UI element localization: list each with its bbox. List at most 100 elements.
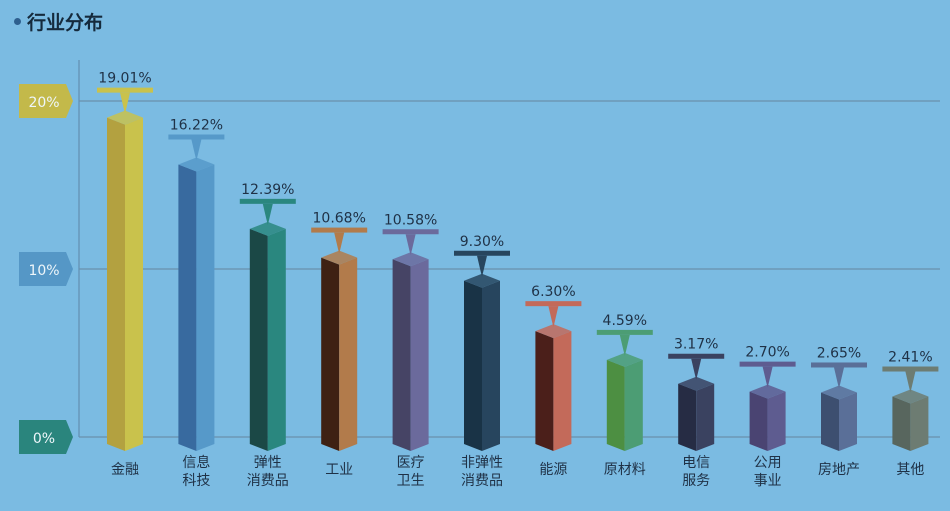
bar-top-face (821, 385, 857, 400)
data-label: 19.01% (98, 71, 151, 87)
data-label: 2.65% (817, 345, 861, 361)
y-tick-badge (19, 420, 73, 454)
bar: 10.68% (311, 211, 368, 451)
data-label: 4.59% (603, 313, 647, 329)
bar-left-face (535, 331, 554, 451)
data-label: 16.22% (170, 118, 223, 134)
label-plate (454, 250, 510, 256)
x-tick-label: 房地产 (818, 462, 860, 478)
bar: 12.39% (239, 182, 296, 451)
bar: 9.30% (454, 234, 510, 451)
bar-right-face (767, 391, 786, 451)
bar-right-face (482, 280, 500, 451)
x-tick-label: 消费品 (461, 473, 503, 489)
y-tick-badge (19, 84, 73, 118)
label-plate (811, 362, 867, 368)
label-pointer (262, 203, 273, 225)
label-pointer (477, 255, 487, 277)
y-tick-label: 0% (33, 431, 55, 447)
bar-right-face (624, 359, 643, 451)
x-tick-label: 弹性 (254, 455, 282, 471)
label-plate (525, 301, 582, 307)
label-pointer (191, 139, 202, 161)
label-plate (239, 198, 296, 204)
x-tick-label: 卫生 (397, 473, 425, 489)
bar: 4.59% (596, 313, 653, 451)
x-tick-label: 医疗 (397, 455, 425, 471)
bar: 10.58% (382, 212, 439, 451)
label-pointer (691, 358, 702, 380)
bar: 3.17% (668, 337, 725, 451)
bar-left-face (678, 383, 697, 451)
data-label: 3.17% (674, 337, 718, 353)
x-tick-label: 事业 (754, 473, 782, 489)
bar-top-face (606, 352, 643, 367)
x-tick-label: 电信 (682, 455, 710, 471)
x-tick-label: 其他 (896, 462, 924, 478)
bar: 6.30% (525, 284, 582, 451)
label-pointer (834, 367, 844, 389)
bullet-icon (14, 18, 21, 25)
x-tick-label: 非弹性 (461, 455, 503, 471)
data-label: 10.58% (384, 212, 437, 228)
data-label: 12.39% (241, 182, 294, 198)
label-plate (382, 229, 439, 235)
y-tick-label: 20% (28, 95, 59, 111)
bar-top-face (892, 389, 929, 404)
label-plate (668, 353, 725, 359)
bar-top-face (535, 324, 572, 339)
label-pointer (905, 371, 916, 393)
bar-left-face (749, 391, 768, 451)
label-plate (97, 87, 153, 93)
label-plate (882, 366, 939, 372)
data-label: 2.41% (888, 350, 932, 366)
bar-left-face (892, 396, 911, 451)
x-tick-label: 工业 (325, 462, 353, 478)
bar-left-face (606, 359, 625, 451)
label-plate (168, 134, 225, 140)
x-tick-label: 公用 (754, 455, 782, 471)
bar-right-face (910, 396, 929, 451)
label-plate (311, 227, 368, 233)
bar: 2.41% (882, 350, 939, 451)
bar-top-face (321, 250, 358, 265)
bar-left-face (107, 117, 125, 451)
bar-left-face (249, 228, 268, 451)
bar: 16.22% (168, 118, 225, 451)
x-tick-label: 能源 (539, 462, 567, 478)
bar-left-face (178, 164, 197, 451)
x-tick-label: 原材料 (604, 462, 646, 478)
bar: 2.70% (739, 345, 796, 451)
bar-top-face (178, 157, 215, 172)
label-pointer (762, 366, 773, 388)
label-pointer (405, 234, 416, 256)
bar-left-face (392, 259, 411, 451)
bar-right-face (553, 331, 572, 451)
bar-top-face (107, 110, 143, 125)
label-pointer (619, 334, 630, 356)
bar-right-face (696, 383, 715, 451)
chart-title-text: 行业分布 (27, 12, 104, 34)
label-pointer (120, 92, 130, 114)
bar-right-face (339, 257, 358, 451)
bar-top-face (678, 376, 715, 391)
bar-top-face (392, 252, 429, 267)
bar-left-face (821, 392, 839, 451)
data-label: 9.30% (460, 234, 504, 250)
bar-top-face (749, 384, 786, 399)
label-plate (739, 361, 796, 367)
label-pointer (334, 232, 345, 254)
bar-right-face (125, 117, 143, 451)
bar-right-face (267, 228, 286, 451)
bar-left-face (464, 280, 482, 451)
data-label: 10.68% (313, 211, 366, 227)
x-tick-label: 科技 (182, 473, 210, 489)
bar-top-face (249, 221, 286, 236)
chart-title: 行业分布 (14, 8, 103, 35)
label-pointer (548, 306, 559, 328)
y-tick-label: 10% (28, 263, 59, 279)
data-label: 2.70% (745, 345, 789, 361)
x-tick-label: 服务 (682, 473, 710, 489)
bar-right-face (196, 164, 215, 451)
